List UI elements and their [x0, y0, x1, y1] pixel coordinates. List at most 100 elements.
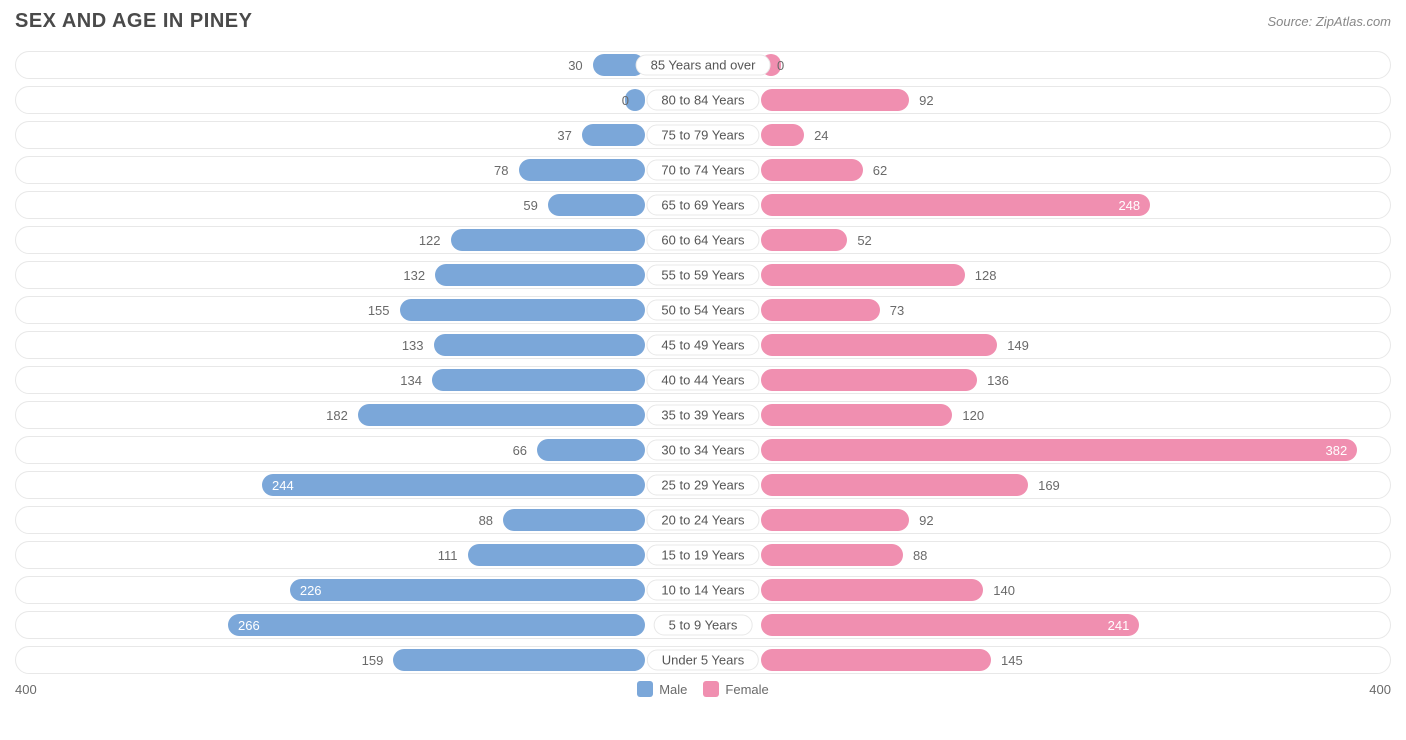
female-bar — [761, 509, 909, 531]
pyramid-row: 122 52 60 to 64 Years — [15, 226, 1391, 254]
chart-header: SEX AND AGE IN PINEY Source: ZipAtlas.co… — [15, 10, 1391, 33]
female-bar — [761, 369, 977, 391]
category-label: 20 to 24 Years — [646, 510, 759, 531]
female-bar — [761, 404, 952, 426]
category-label: Under 5 Years — [647, 650, 759, 671]
male-bar: 244 — [262, 474, 645, 496]
male-side: 0 — [15, 89, 703, 111]
male-value-label: 88 — [479, 509, 493, 531]
male-bar — [503, 509, 645, 531]
axis-left-max: 400 — [15, 682, 37, 697]
category-label: 60 to 64 Years — [646, 230, 759, 251]
category-label: 35 to 39 Years — [646, 405, 759, 426]
male-bar — [468, 544, 645, 566]
male-value-label: 182 — [326, 404, 348, 426]
female-side: 120 — [703, 404, 1391, 426]
female-side: 145 — [703, 649, 1391, 671]
chart-footer: 400 Male Female 400 — [15, 681, 1391, 697]
category-label: 10 to 14 Years — [646, 580, 759, 601]
legend-item: Female — [703, 681, 768, 697]
pyramid-row: 6638230 to 34 Years — [15, 436, 1391, 464]
male-side: 266 — [15, 614, 703, 636]
female-side: 73 — [703, 299, 1391, 321]
male-bar — [537, 439, 645, 461]
pyramid-row: 13314945 to 49 Years — [15, 331, 1391, 359]
female-side: 136 — [703, 369, 1391, 391]
male-value-label: 66 — [513, 439, 527, 461]
category-label: 40 to 44 Years — [646, 370, 759, 391]
male-side: 155 — [15, 299, 703, 321]
axis-right-max: 400 — [1369, 682, 1391, 697]
male-value-label: 59 — [523, 194, 537, 216]
category-label: 25 to 29 Years — [646, 475, 759, 496]
male-value-label: 159 — [362, 649, 384, 671]
chart-source: Source: ZipAtlas.com — [1267, 14, 1391, 29]
pyramid-row: 2662415 to 9 Years — [15, 611, 1391, 639]
male-side: 66 — [15, 439, 703, 461]
male-bar: 226 — [290, 579, 645, 601]
legend-item: Male — [637, 681, 687, 697]
female-value-label: 120 — [962, 404, 984, 426]
male-side: 111 — [15, 544, 703, 566]
female-side: 149 — [703, 334, 1391, 356]
female-value-label: 52 — [857, 229, 871, 251]
male-side: 30 — [15, 54, 703, 76]
female-side: 140 — [703, 579, 1391, 601]
category-label: 15 to 19 Years — [646, 545, 759, 566]
category-label: 65 to 69 Years — [646, 195, 759, 216]
male-side: 122 — [15, 229, 703, 251]
male-bar — [451, 229, 645, 251]
pyramid-row: 09280 to 84 Years — [15, 86, 1391, 114]
chart-title: SEX AND AGE IN PINEY — [15, 10, 252, 33]
female-side: 241 — [703, 614, 1391, 636]
male-bar — [435, 264, 645, 286]
male-value-label: 78 — [494, 159, 508, 181]
category-label: 30 to 34 Years — [646, 440, 759, 461]
male-value-label: 37 — [557, 124, 571, 146]
male-bar: 266 — [228, 614, 645, 636]
male-side: 182 — [15, 404, 703, 426]
female-value-label: 73 — [890, 299, 904, 321]
pyramid-row: 13212855 to 59 Years — [15, 261, 1391, 289]
legend: Male Female — [637, 681, 769, 697]
pyramid-row: 134 136 40 to 44 Years — [15, 366, 1391, 394]
male-bar — [582, 124, 645, 146]
female-value-label: 92 — [919, 509, 933, 531]
male-value-label: 155 — [368, 299, 390, 321]
male-bar — [393, 649, 645, 671]
female-bar — [761, 89, 909, 111]
legend-swatch — [703, 681, 719, 697]
male-side: 159 — [15, 649, 703, 671]
male-value-label: 133 — [402, 334, 424, 356]
pyramid-row: 1118815 to 19 Years — [15, 541, 1391, 569]
male-bar — [434, 334, 645, 356]
pyramid-row: 226 14010 to 14 Years — [15, 576, 1391, 604]
pyramid-row: 786270 to 74 Years — [15, 156, 1391, 184]
category-label: 80 to 84 Years — [646, 90, 759, 111]
category-label: 70 to 74 Years — [646, 160, 759, 181]
female-side: 248 — [703, 194, 1391, 216]
male-value-label: 134 — [400, 369, 422, 391]
pyramid-row: 88 92 20 to 24 Years — [15, 506, 1391, 534]
legend-label: Female — [725, 682, 768, 697]
female-value-label: 136 — [987, 369, 1009, 391]
female-value-label: 0 — [777, 54, 784, 76]
male-bar — [548, 194, 645, 216]
female-side: 92 — [703, 509, 1391, 531]
category-label: 55 to 59 Years — [646, 265, 759, 286]
male-value-label: 111 — [438, 544, 458, 566]
male-side: 244 — [15, 474, 703, 496]
population-pyramid-chart: 30085 Years and over09280 to 84 Years372… — [15, 51, 1391, 674]
female-bar — [761, 299, 880, 321]
female-side: 92 — [703, 89, 1391, 111]
male-side: 132 — [15, 264, 703, 286]
male-bar — [432, 369, 645, 391]
male-side: 59 — [15, 194, 703, 216]
male-side: 78 — [15, 159, 703, 181]
female-bar: 241 — [761, 614, 1139, 636]
pyramid-row: 59 24865 to 69 Years — [15, 191, 1391, 219]
female-bar: 248 — [761, 194, 1150, 216]
pyramid-row: 372475 to 79 Years — [15, 121, 1391, 149]
male-bar — [358, 404, 645, 426]
female-bar — [761, 579, 983, 601]
